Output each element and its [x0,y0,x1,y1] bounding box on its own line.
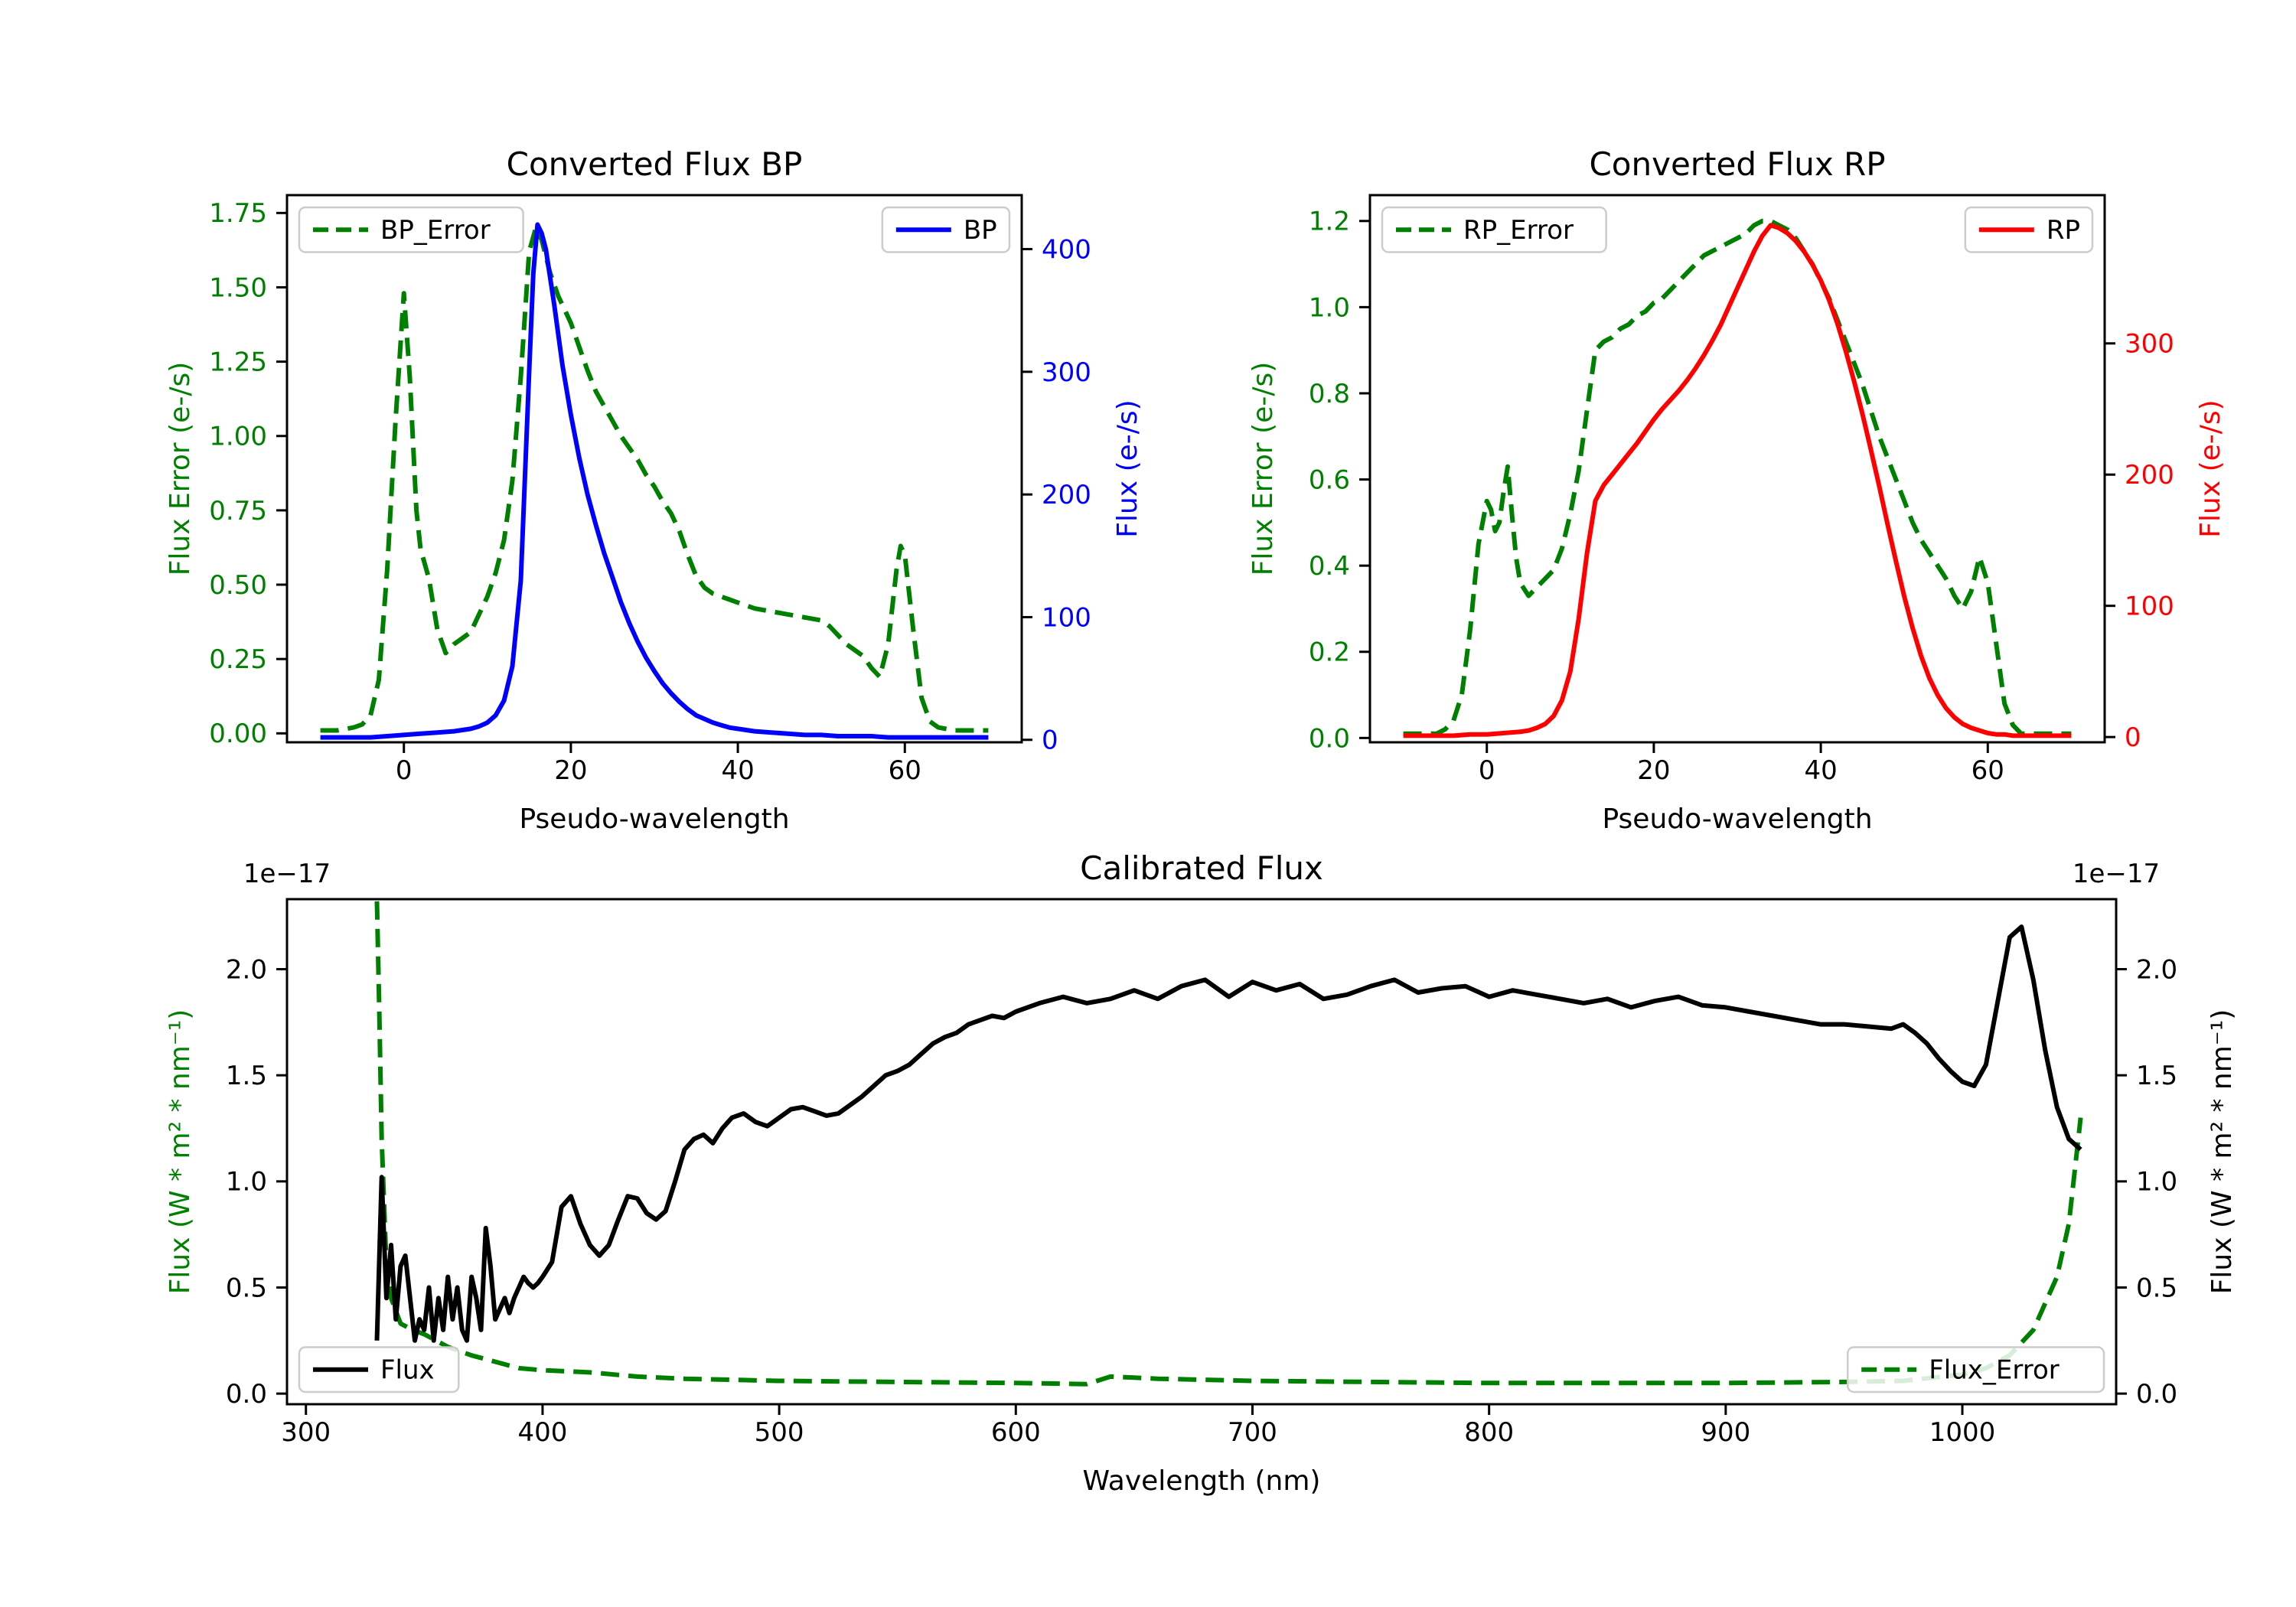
chart-svg: 300 400 500 600 700 800 900 1000 0.0 0.5 1.0 1.5 2.0… [165,849,2238,1497]
y-axis-label-right: Flux (W * m² * nm⁻¹) [2206,1009,2238,1295]
y-tick-label-right: 400 [1042,234,1091,265]
y-tick-label-right: 1.5 [2136,1061,2177,1091]
legend: Flux [298,1346,460,1393]
y-tick-label-right: 300 [1042,357,1091,388]
legend-label: Flux [380,1355,435,1386]
x-tick-label: 40 [1804,755,1837,786]
chart-title: Converted Flux RP [1589,145,1885,183]
chart-calibrated-flux: 300 400 500 600 700 800 900 1000 0.0 0.5 1.0 1.5 2.0… [153,849,2296,1569]
legend-label: Flux_Error [1929,1355,2060,1386]
x-tick-label: 1000 [1929,1417,1996,1448]
x-tick-label: 0 [396,755,413,786]
y-axis-label-left: Flux Error (e-/s) [165,362,196,576]
y-tick-label-left: 1.2 [1309,207,1350,237]
y-tick-label-left: 0.0 [1309,723,1350,754]
legend-box [298,206,524,253]
y-tick-label-right: 100 [1042,602,1091,633]
legend: BP_Error [298,206,524,253]
legend: RP_Error [1381,206,1607,253]
legend-box [1846,1346,2105,1393]
y-tick-label-right: 2.0 [2136,954,2177,985]
y-tick-label-left: 1.0 [226,1167,267,1198]
y-tick-label-right: 0.0 [2136,1379,2177,1410]
y-axis-label-right: Flux (e-/s) [2195,399,2226,537]
x-axis-label: Pseudo-wavelength [519,804,789,835]
x-tick-label: 20 [1637,755,1670,786]
x-axis-label: Pseudo-wavelength [1602,804,1872,835]
x-tick-label: 60 [1971,755,2004,786]
chart-title: Converted Flux BP [507,145,803,183]
y-tick-label-right: 200 [2125,460,2174,491]
legend: Flux_Error [1846,1346,2105,1393]
y-tick-label-left: 1.75 [209,198,267,229]
y-tick-label-right: 1.0 [2136,1167,2177,1198]
y-tick-label-left: 0.0 [226,1379,267,1410]
y-tick-label-right: 0 [2125,722,2141,753]
x-tick-label: 700 [1228,1417,1277,1448]
y-tick-label-left: 0.4 [1309,551,1350,582]
axes-spines [1368,194,2106,744]
x-tick-label: 900 [1701,1417,1750,1448]
y-axis-label-left: Flux (W * m² * nm⁻¹) [165,1009,196,1295]
y-axis-offset-right: 1e−17 [2073,859,2160,889]
x-tick-label: 60 [889,755,921,786]
x-axis-label: Wavelength (nm) [1083,1465,1321,1497]
series-RP_Error [1403,218,2072,736]
legend: BP [881,206,1011,253]
legend-label: BP_Error [380,215,491,246]
y-tick-label-right: 0 [1042,725,1058,756]
legend-label: RP [2047,215,2080,246]
y-tick-label-right: 0.5 [2136,1273,2177,1303]
axes-spines [285,194,1023,744]
chart-converted-flux-rp: 0 20 40 60 0.0 0.2 0.4 0.6 0.8 1.0 1.2 0 100 200 300 Co… [1236,130,2296,857]
series-Flux [374,924,2082,1343]
series-BP [320,222,989,740]
y-tick-label-left: 2.0 [226,954,267,985]
x-tick-label: 0 [1479,755,1495,786]
y-tick-label-left: 1.25 [209,347,267,378]
chart-title: Calibrated Flux [1080,849,1323,887]
y-tick-label-left: 0.6 [1309,464,1350,495]
x-tick-label: 600 [991,1417,1041,1448]
legend-label: RP_Error [1463,215,1574,246]
y-tick-label-right: 300 [2125,329,2174,360]
y-tick-label-left: 0.00 [209,719,267,749]
series-RP [1403,223,2072,738]
legend: RP [1964,206,2094,253]
x-tick-label: 400 [517,1417,567,1448]
chart-svg: 0 20 40 60 0.00 0.25 0.50 0.75 1.00 1.25 1.50 1.75 0… [165,145,1143,835]
y-tick-label-left: 0.2 [1309,637,1350,668]
y-tick-label-left: 0.5 [226,1273,267,1303]
y-tick-label-left: 0.75 [209,496,267,526]
y-tick-label-left: 1.0 [1309,292,1350,323]
y-axis-label-right: Flux (e-/s) [1112,399,1143,537]
legend-box [1381,206,1607,253]
x-tick-label: 300 [281,1417,331,1448]
chart-converted-flux-bp: 0 20 40 60 0.00 0.25 0.50 0.75 1.00 1.25 1.50 1.75 0… [153,130,1225,857]
y-tick-label-left: 1.5 [226,1061,267,1091]
series-BP_Error [320,225,989,733]
y-tick-label-right: 100 [2125,592,2174,622]
y-axis-label-left: Flux Error (e-/s) [1247,362,1279,576]
y-tick-label-right: 200 [1042,480,1091,510]
x-tick-label: 500 [755,1417,804,1448]
y-tick-label-left: 0.50 [209,570,267,601]
series-Flux_Error [374,901,2083,1387]
legend-box [298,1346,460,1393]
y-tick-label-left: 0.8 [1309,379,1350,409]
axes-spines [285,898,2118,1406]
legend-label: BP [964,215,997,246]
chart-svg: 0 20 40 60 0.0 0.2 0.4 0.6 0.8 1.0 1.2 0 100 200 300 Co… [1247,145,2226,835]
y-tick-label-left: 1.50 [209,272,267,303]
y-tick-label-left: 1.00 [209,422,267,452]
y-tick-label-left: 0.25 [209,644,267,675]
x-tick-label: 40 [721,755,754,786]
y-axis-offset-left: 1e−17 [243,859,331,889]
x-tick-label: 800 [1464,1417,1514,1448]
x-tick-label: 20 [554,755,587,786]
